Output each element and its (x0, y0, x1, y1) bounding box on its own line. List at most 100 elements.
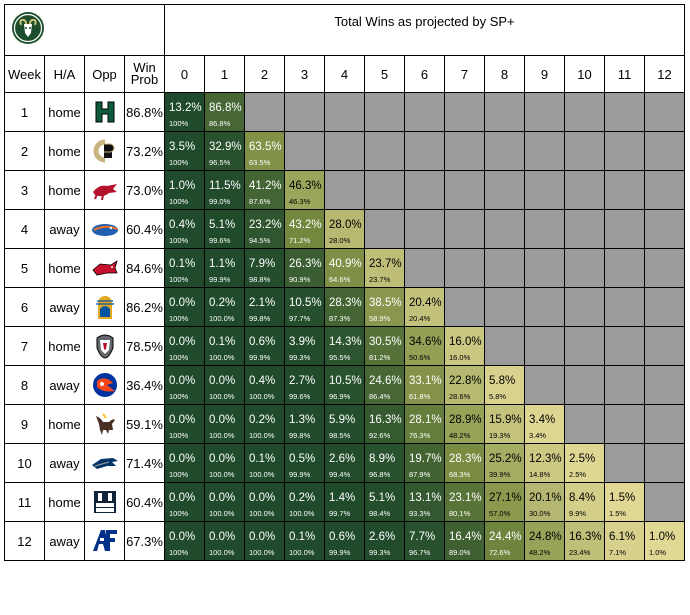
wins-header-9: 9 (524, 55, 565, 93)
probability-cell: 0.1% 100.0% (244, 443, 285, 483)
exact-win-probability: 10.5% (329, 375, 362, 387)
exact-win-probability: 2.1% (249, 297, 276, 309)
unavailable-cell (444, 131, 485, 171)
wins-header-7: 7 (444, 55, 485, 93)
probability-cell: 2.1% 99.8% (244, 287, 285, 327)
exact-win-probability: 19.7% (409, 453, 442, 465)
probability-cell: 5.1% 99.6% (204, 209, 245, 249)
probability-cell: 20.4% 20.4% (404, 287, 445, 327)
probability-cell: 33.1% 61.8% (404, 365, 445, 405)
unavailable-cell (644, 482, 685, 522)
wins-header-12: 12 (644, 55, 685, 93)
cumulative-probability: 87.3% (329, 314, 351, 323)
colorado-logo-icon (91, 139, 119, 163)
probability-cell: 5.8% 5.8% (484, 365, 525, 405)
probability-cell: 24.4% 72.6% (484, 521, 525, 561)
probability-cell: 0.1% 100.0% (204, 326, 245, 366)
probability-cell: 1.0% 1.0% (644, 521, 685, 561)
probability-cell: 0.0% 100.0% (244, 521, 285, 561)
exact-win-probability: 28.3% (329, 297, 362, 309)
unavailable-cell (404, 92, 445, 132)
exact-win-probability: 24.4% (489, 531, 522, 543)
week-number: 12 (4, 521, 45, 561)
wins-header-10: 10 (564, 55, 605, 93)
cumulative-probability: 46.3% (289, 197, 311, 206)
probability-cell: 40.9% 64.6% (324, 248, 365, 288)
opponent-header: Opp (84, 55, 125, 93)
probability-cell: 7.7% 96.7% (404, 521, 445, 561)
probability-cell: 23.2% 94.5% (244, 209, 285, 249)
week-number: 1 (4, 92, 45, 132)
exact-win-probability: 23.1% (449, 492, 482, 504)
cumulative-probability: 95.5% (329, 353, 351, 362)
cumulative-probability: 48.2% (449, 431, 471, 440)
week-number: 6 (4, 287, 45, 327)
home-away: home (44, 248, 85, 288)
exact-win-probability: 20.4% (409, 297, 442, 309)
unavailable-cell (604, 326, 645, 366)
unavailable-cell (484, 326, 525, 366)
win-probability: 73.0% (124, 170, 165, 210)
exact-win-probability: 2.6% (329, 453, 356, 465)
cumulative-probability: 98.8% (249, 275, 271, 284)
probability-cell: 32.9% 96.5% (204, 131, 245, 171)
exact-win-probability: 0.2% (209, 297, 236, 309)
exact-win-probability: 13.2% (169, 102, 202, 114)
probability-cell: 28.3% 87.3% (324, 287, 365, 327)
unavailable-cell (564, 131, 605, 171)
unavailable-cell (404, 209, 445, 249)
cumulative-probability: 99.9% (329, 548, 351, 557)
probability-cell: 10.5% 96.9% (324, 365, 365, 405)
cumulative-probability: 100% (169, 314, 189, 323)
exact-win-probability: 28.1% (409, 414, 442, 426)
win-projection-table: Total Wins as projected by SP+ Week H/A … (4, 4, 685, 561)
cumulative-probability: 100.0% (209, 470, 235, 479)
unavailable-cell (564, 248, 605, 288)
probability-cell: 1.3% 99.8% (284, 404, 325, 444)
exact-win-probability: 0.0% (169, 531, 196, 543)
exact-win-probability: 0.0% (209, 453, 236, 465)
exact-win-probability: 0.0% (209, 414, 236, 426)
unavailable-cell (604, 170, 645, 210)
exact-win-probability: 0.0% (249, 531, 276, 543)
week-number: 4 (4, 209, 45, 249)
week-header: Week (4, 55, 45, 93)
exact-win-probability: 3.9% (289, 336, 316, 348)
utah-state-logo-icon (91, 491, 119, 513)
probability-cell: 0.0% 100% (164, 365, 205, 405)
unavailable-cell (524, 287, 565, 327)
wins-header-2: 2 (244, 55, 285, 93)
exact-win-probability: 27.1% (489, 492, 522, 504)
unavailable-cell (604, 131, 645, 171)
win-prob-header-line1: Win (133, 60, 156, 75)
home-away: home (44, 404, 85, 444)
home-away: away (44, 521, 85, 561)
probability-cell: 22.8% 28.6% (444, 365, 485, 405)
exact-win-probability: 13.1% (409, 492, 442, 504)
wins-header-1: 1 (204, 55, 245, 93)
exact-win-probability: 16.3% (369, 414, 402, 426)
table-row: 12 away 67.3% 0.0% 100% 0.0% 100.0% 0.0% 100.0% 0… (4, 521, 685, 561)
probability-cell: 0.0% 100.0% (204, 521, 245, 561)
exact-win-probability: 0.2% (249, 414, 276, 426)
exact-win-probability: 28.3% (449, 453, 482, 465)
probability-cell: 3.4% 3.4% (524, 404, 565, 444)
exact-win-probability: 2.7% (289, 375, 316, 387)
probability-cell: 12.3% 14.8% (524, 443, 565, 483)
cumulative-probability: 96.9% (329, 392, 351, 401)
wyoming-logo-icon (91, 413, 119, 435)
cumulative-probability: 100.0% (249, 509, 275, 518)
unavailable-cell (444, 248, 485, 288)
unavailable-cell (524, 170, 565, 210)
probability-cell: 16.0% 16.0% (444, 326, 485, 366)
unavailable-cell (484, 209, 525, 249)
wins-header-11: 11 (604, 55, 645, 93)
exact-win-probability: 3.5% (169, 141, 196, 153)
cumulative-probability: 99.6% (289, 392, 311, 401)
exact-win-probability: 28.9% (449, 414, 482, 426)
exact-win-probability: 30.5% (369, 336, 402, 348)
cumulative-probability: 5.8% (489, 392, 507, 401)
exact-win-probability: 1.0% (649, 531, 676, 543)
cumulative-probability: 68.3% (449, 470, 471, 479)
exact-win-probability: 16.3% (569, 531, 602, 543)
